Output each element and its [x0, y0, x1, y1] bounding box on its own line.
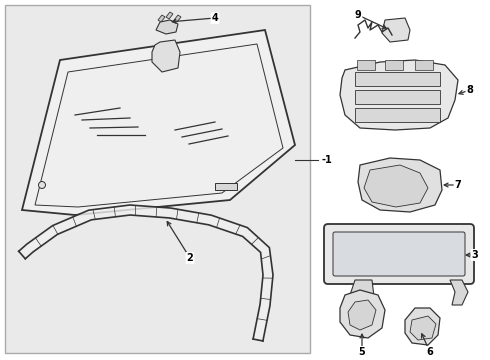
Text: 2: 2 — [187, 253, 194, 263]
Polygon shape — [350, 280, 375, 312]
Polygon shape — [156, 20, 178, 34]
Polygon shape — [348, 300, 376, 330]
Polygon shape — [405, 308, 440, 345]
Circle shape — [39, 181, 46, 189]
Polygon shape — [152, 40, 180, 72]
Text: 5: 5 — [359, 347, 366, 357]
Polygon shape — [410, 316, 436, 340]
Text: 9: 9 — [355, 10, 361, 20]
Bar — [355, 108, 440, 122]
Polygon shape — [450, 280, 468, 305]
Bar — [415, 60, 433, 70]
Text: 3: 3 — [471, 250, 478, 260]
Polygon shape — [166, 12, 173, 19]
FancyBboxPatch shape — [333, 232, 465, 276]
Text: -1: -1 — [322, 155, 333, 165]
Polygon shape — [19, 205, 273, 341]
Polygon shape — [174, 15, 181, 22]
Polygon shape — [358, 158, 442, 212]
Bar — [385, 60, 403, 70]
Bar — [5, 5, 310, 353]
Bar — [215, 183, 237, 190]
Text: 6: 6 — [427, 347, 433, 357]
Text: 8: 8 — [466, 85, 473, 95]
Polygon shape — [340, 60, 458, 130]
Polygon shape — [382, 18, 410, 42]
Polygon shape — [340, 290, 385, 338]
Bar — [355, 72, 440, 86]
Polygon shape — [22, 30, 295, 215]
Polygon shape — [158, 15, 165, 22]
Polygon shape — [35, 44, 283, 207]
Text: 7: 7 — [455, 180, 462, 190]
Polygon shape — [364, 165, 428, 207]
Bar — [355, 90, 440, 104]
FancyBboxPatch shape — [324, 224, 474, 284]
Bar — [357, 60, 375, 70]
Text: 4: 4 — [212, 13, 219, 23]
